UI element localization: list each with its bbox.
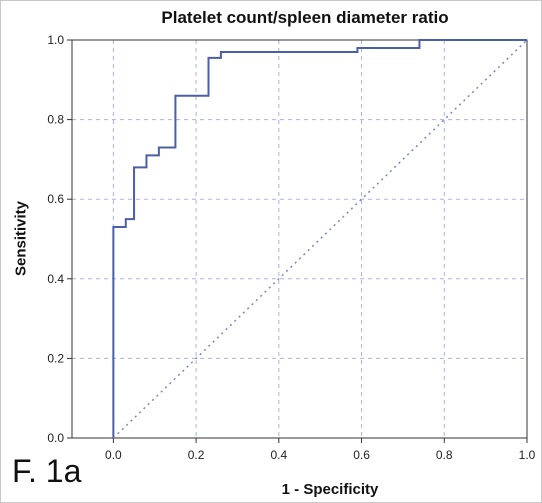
x-tick-label: 0.2 <box>188 448 205 462</box>
y-tick-label: 0.0 <box>47 431 64 445</box>
roc-curve <box>112 39 527 438</box>
chart-title: Platelet count/spleen diameter ratio <box>161 8 449 27</box>
plot-area <box>71 39 528 439</box>
y-tick-label: 0.8 <box>47 113 64 127</box>
x-tick-label: 0.4 <box>270 448 287 462</box>
y-tick-label: 0.6 <box>47 192 64 206</box>
axis-ticks: 0.0 0.2 0.4 0.6 0.8 1.0 0.0 0.2 0.4 0.6 0.8 1.0 <box>47 33 535 462</box>
series-group <box>112 39 528 439</box>
y-tick-label: 0.4 <box>47 272 64 286</box>
figure-label: F. 1a <box>12 453 82 489</box>
grid-lines <box>72 39 528 439</box>
y-tick-label: 1.0 <box>47 33 64 47</box>
x-tick-label: 0.8 <box>436 448 453 462</box>
y-tick-label: 0.2 <box>47 351 64 365</box>
x-tick-label: 0.6 <box>353 448 370 462</box>
x-tick-label: 1.0 <box>519 448 536 462</box>
x-tick-label: 0.0 <box>105 448 122 462</box>
x-axis-label: 1 - Specificity <box>281 481 379 498</box>
